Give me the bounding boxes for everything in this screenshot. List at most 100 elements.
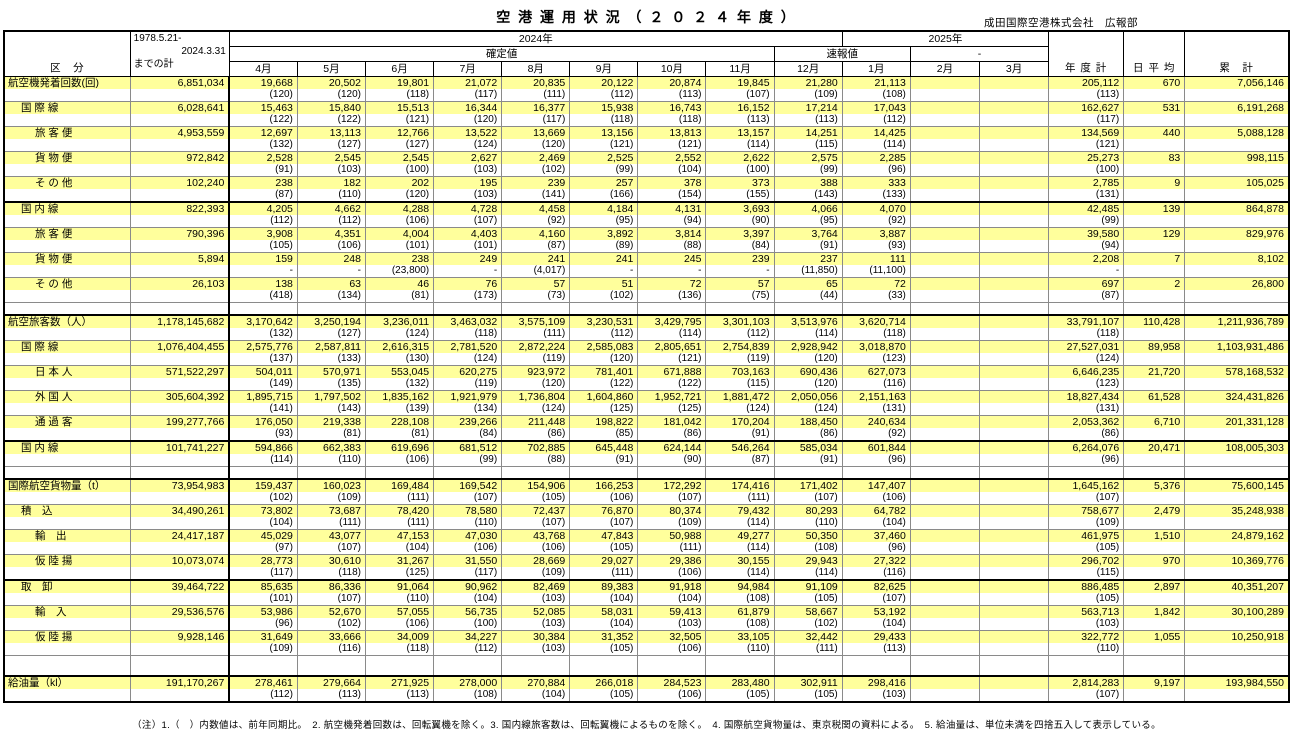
month-yoy-ratio: (143) (774, 189, 843, 202)
row-label-blank (4, 164, 131, 177)
row-label-blank (4, 689, 131, 702)
year-total-value: 162,627 (1048, 101, 1125, 114)
prev-total-value: 305,604,392 (130, 390, 231, 403)
month-yoy-ratio: (118) (365, 89, 435, 102)
row-label-blank (4, 454, 131, 467)
month-yoy-ratio: (89) (569, 240, 639, 253)
separator-cell (842, 302, 911, 315)
cumulative-value: 30,100,289 (1184, 605, 1290, 618)
cumulative-value: 324,431,826 (1184, 390, 1290, 403)
daily-average-value: 129 (1123, 227, 1186, 240)
prev-total-value: 101,741,227 (130, 440, 231, 454)
separator-cell (637, 466, 707, 479)
prev-total-blank (130, 542, 231, 555)
separator-cell (1123, 302, 1186, 315)
month-yoy-ratio: (104) (229, 517, 298, 530)
month-yoy-ratio: (134) (297, 290, 367, 303)
month-value: 1,952,721 (637, 390, 707, 403)
row-label: 国 内 線 (4, 440, 131, 454)
daily-average-blank (1123, 618, 1186, 631)
separator-cell (569, 655, 639, 676)
header-preliminary-values: 速報値 (773, 46, 911, 62)
row-label: 貨 物 便 (4, 252, 131, 265)
daily-average-blank (1123, 567, 1186, 580)
separator-cell (501, 302, 571, 315)
month-value: 241 (569, 252, 639, 265)
row-label-blank (4, 378, 131, 391)
month-ratio-empty (910, 189, 980, 202)
month-value: 284,523 (637, 675, 707, 689)
year-total-value: 25,273 (1048, 151, 1125, 164)
daily-average-blank (1123, 517, 1186, 530)
daily-average-value: 7 (1123, 252, 1186, 265)
month-value: 166,253 (569, 478, 639, 492)
month-yoy-ratio: (106) (365, 454, 435, 467)
prev-total-value: 1,178,145,682 (130, 314, 231, 328)
month-value-empty (910, 365, 980, 378)
row-label: 国 際 線 (4, 340, 131, 353)
separator-cell (1048, 302, 1125, 315)
prev-total-blank (130, 290, 231, 303)
month-yoy-ratio: (124) (433, 353, 503, 366)
header-month-nov: 11月 (705, 61, 775, 77)
month-value-empty (910, 101, 980, 114)
separator-cell (229, 466, 298, 479)
month-value: 91,109 (774, 579, 843, 593)
month-yoy-ratio: (125) (365, 567, 435, 580)
prev-total-blank (130, 114, 231, 127)
year-total-yoy-ratio: (105) (1048, 593, 1125, 606)
year-total-yoy-ratio: (117) (1048, 114, 1125, 127)
data-row-ratio-line: (132) (127) (124) (118) (111) (112) (114) (112)… (4, 328, 1290, 341)
month-value: 50,350 (774, 529, 843, 542)
month-value: 27,322 (842, 554, 911, 567)
month-value: 182 (297, 176, 367, 189)
month-yoy-ratio: (91) (774, 240, 843, 253)
month-yoy-ratio: (118) (842, 328, 911, 341)
cumulative-blank (1184, 290, 1290, 303)
prev-total-value: 9,928,146 (130, 630, 231, 643)
cumulative-blank (1184, 689, 1290, 702)
separator-cell (774, 655, 843, 676)
month-ratio-empty (910, 265, 980, 278)
year-total-yoy-ratio: (107) (1048, 689, 1125, 702)
month-value: 3,887 (842, 227, 911, 240)
month-yoy-ratio: (131) (842, 403, 911, 416)
year-total-yoy-ratio: - (1048, 265, 1125, 278)
daily-average-blank (1123, 189, 1186, 202)
header-month-feb: 2月 (909, 61, 980, 77)
month-value: 2,545 (297, 151, 367, 164)
month-yoy-ratio: (120) (501, 378, 571, 391)
year-total-value: 205,112 (1048, 76, 1125, 89)
separator-cell (365, 655, 435, 676)
month-value: 373 (705, 176, 775, 189)
month-yoy-ratio: (120) (774, 353, 843, 366)
month-ratio-empty (910, 240, 980, 253)
month-value: 3,397 (705, 227, 775, 240)
month-value-empty (910, 675, 980, 689)
daily-average-value: 9,197 (1123, 675, 1186, 689)
daily-average-value: 2,897 (1123, 579, 1186, 593)
month-yoy-ratio: (120) (501, 139, 571, 152)
month-yoy-ratio: (118) (433, 328, 503, 341)
data-row-ratio-line: (120) (120) (118) (117) (111) (112) (113) (107)… (4, 89, 1290, 102)
month-yoy-ratio: (91) (705, 428, 775, 441)
month-value-empty (979, 76, 1050, 89)
footnote: （注）1.（ ）内数値は、前年同期比。 2. 航空機発着回数は、回転翼機を除く。… (132, 720, 1161, 731)
month-value: 80,293 (774, 504, 843, 517)
month-yoy-ratio: - (433, 265, 503, 278)
separator-cell (774, 302, 843, 315)
month-yoy-ratio: (121) (637, 139, 707, 152)
year-total-yoy-ratio: (103) (1048, 618, 1125, 631)
month-value: 3,170,642 (229, 314, 298, 328)
prev-total-blank (130, 428, 231, 441)
month-yoy-ratio: (112) (569, 328, 639, 341)
header-month-may: 5月 (296, 61, 367, 77)
month-yoy-ratio: (107) (433, 215, 503, 228)
month-value-empty (910, 529, 980, 542)
month-yoy-ratio: (4,017) (501, 265, 571, 278)
month-value-empty (910, 201, 980, 215)
month-ratio-empty (910, 164, 980, 177)
year-total-value: 322,772 (1048, 630, 1125, 643)
header-month-dec: 12月 (773, 61, 843, 77)
month-yoy-ratio: (119) (433, 378, 503, 391)
